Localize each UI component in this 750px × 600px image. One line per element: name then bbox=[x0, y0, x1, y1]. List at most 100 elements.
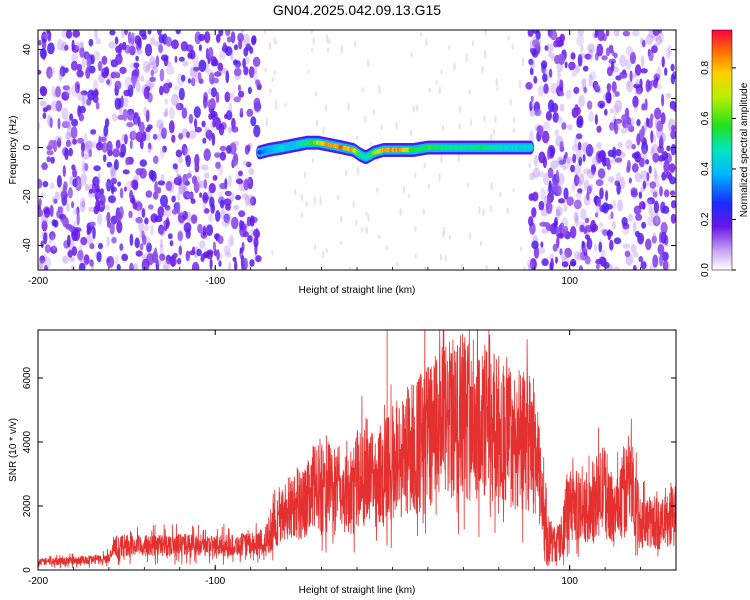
heatmap-noise-blob bbox=[82, 161, 86, 174]
y-tick-label: 4000 bbox=[22, 430, 33, 453]
heatmap-noise-blob bbox=[172, 252, 178, 259]
heatmap-noise-blob bbox=[605, 47, 611, 57]
heatmap-noise-blob bbox=[179, 210, 185, 216]
heatmap-faint-blob bbox=[469, 119, 473, 126]
heatmap-noise-blob bbox=[579, 224, 585, 233]
heatmap-noise-blob bbox=[129, 130, 137, 141]
heatmap-noise-blob bbox=[224, 190, 232, 197]
heatmap-noise-blob bbox=[615, 171, 622, 183]
heatmap-noise-blob bbox=[659, 135, 664, 147]
heatmap-noise-blob bbox=[39, 48, 48, 59]
heatmap-noise-blob bbox=[186, 131, 190, 139]
heatmap-noise-blob bbox=[592, 155, 600, 166]
heatmap-noise-blob bbox=[141, 131, 147, 142]
heatmap-noise-blob bbox=[619, 71, 628, 79]
heatmap-faint-blob bbox=[483, 114, 486, 123]
heatmap-noise-blob bbox=[559, 248, 563, 256]
heatmap-noise-blob bbox=[581, 240, 585, 252]
heatmap-noise-blob bbox=[234, 260, 238, 270]
heatmap-noise-blob bbox=[599, 103, 604, 109]
heatmap-noise-blob bbox=[576, 34, 585, 47]
heatmap-noise-blob bbox=[115, 53, 123, 65]
heatmap-noise-blob bbox=[135, 250, 143, 257]
heatmap-noise-blob bbox=[253, 97, 261, 109]
heatmap-noise-blob bbox=[65, 30, 73, 39]
heatmap-noise-blob bbox=[597, 30, 605, 42]
colorbar-label: Normalized spectral amplitude bbox=[739, 82, 750, 217]
heatmap-noise-blob bbox=[72, 168, 78, 178]
heatmap-noise-blob bbox=[534, 109, 541, 117]
heatmap-noise-blob bbox=[164, 98, 169, 105]
heatmap-faint-blob bbox=[478, 205, 481, 215]
heatmap-noise-blob bbox=[247, 194, 254, 208]
heatmap-faint-blob bbox=[466, 182, 470, 188]
heatmap-noise-blob bbox=[124, 76, 132, 90]
heatmap-faint-blob bbox=[340, 44, 344, 54]
heatmap-noise-blob bbox=[159, 85, 164, 96]
heatmap-noise-blob bbox=[622, 30, 631, 37]
heatmap-noise-blob bbox=[648, 165, 652, 174]
snr-line bbox=[38, 330, 676, 569]
heatmap-noise-blob bbox=[125, 180, 133, 192]
heatmap-noise-blob bbox=[166, 65, 175, 75]
heatmap-noise-blob bbox=[529, 39, 534, 52]
heatmap-noise-blob bbox=[529, 67, 534, 76]
heatmap-faint-blob bbox=[340, 240, 343, 246]
heatmap-noise-blob bbox=[47, 42, 55, 55]
heatmap-noise-blob bbox=[97, 60, 103, 72]
heatmap-noise-blob bbox=[93, 51, 101, 61]
heatmap-noise-blob bbox=[75, 40, 80, 51]
heatmap-noise-blob bbox=[165, 254, 172, 265]
heatmap-noise-blob bbox=[194, 126, 202, 133]
heatmap-noise-blob bbox=[124, 186, 127, 192]
heatmap-noise-blob bbox=[203, 95, 208, 109]
heatmap-noise-blob bbox=[76, 212, 80, 226]
heatmap-noise-blob bbox=[114, 80, 122, 90]
heatmap-faint-blob bbox=[412, 105, 415, 113]
heatmap-noise-blob bbox=[140, 75, 145, 82]
heatmap-noise-blob bbox=[656, 35, 662, 46]
heatmap-faint-blob bbox=[448, 234, 451, 241]
heatmap-noise-blob bbox=[197, 223, 203, 234]
heatmap-noise-blob bbox=[85, 140, 94, 149]
heatmap-noise-blob bbox=[547, 148, 551, 161]
heatmap-noise-blob bbox=[253, 124, 261, 138]
heatmap-noise-blob bbox=[625, 45, 634, 57]
heatmap-noise-blob bbox=[593, 195, 600, 205]
heatmap-noise-blob bbox=[226, 36, 232, 43]
heatmap-noise-blob bbox=[214, 71, 222, 77]
heatmap-faint-blob bbox=[457, 153, 460, 162]
heatmap-noise-blob bbox=[50, 156, 55, 164]
heatmap-noise-blob bbox=[565, 89, 573, 99]
heatmap-noise-blob bbox=[546, 43, 554, 54]
heatmap-noise-blob bbox=[99, 188, 104, 196]
heatmap-noise-blob bbox=[205, 250, 213, 260]
heatmap-faint-blob bbox=[273, 36, 276, 43]
heatmap-faint-blob bbox=[386, 244, 389, 251]
heatmap-noise-blob bbox=[632, 251, 639, 258]
heatmap-noise-blob bbox=[185, 228, 191, 239]
heatmap-noise-blob bbox=[208, 213, 214, 222]
heatmap-noise-blob bbox=[530, 95, 534, 103]
heatmap-noise-blob bbox=[38, 209, 44, 217]
heatmap-noise-blob bbox=[548, 182, 552, 194]
heatmap-noise-blob bbox=[98, 242, 103, 250]
heatmap-noise-blob bbox=[141, 208, 146, 218]
heatmap-noise-blob bbox=[119, 151, 125, 158]
heatmap-noise-blob bbox=[135, 216, 143, 224]
heatmap-noise-blob bbox=[641, 137, 647, 146]
heatmap-noise-blob bbox=[112, 148, 120, 158]
heatmap-noise-blob bbox=[580, 44, 584, 53]
heatmap-noise-blob bbox=[215, 34, 221, 43]
heatmap-noise-blob bbox=[575, 191, 582, 199]
heatmap-faint-blob bbox=[294, 188, 297, 196]
heatmap-noise-blob bbox=[570, 52, 576, 60]
heatmap-noise-blob bbox=[177, 231, 183, 241]
heatmap-noise-blob bbox=[651, 45, 658, 54]
heatmap-noise-blob bbox=[610, 158, 617, 165]
heatmap-noise-blob bbox=[147, 63, 151, 71]
heatmap-faint-blob bbox=[305, 200, 308, 208]
heatmap-noise-blob bbox=[79, 105, 86, 114]
heatmap-noise-blob bbox=[564, 61, 568, 69]
heatmap-noise-blob bbox=[61, 91, 70, 101]
